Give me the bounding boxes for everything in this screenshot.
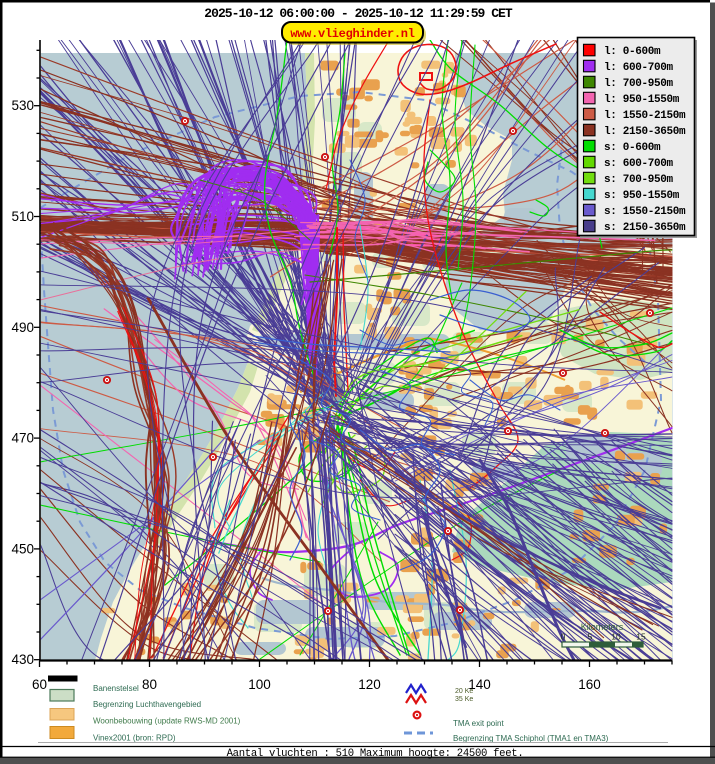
svg-text:160: 160 xyxy=(578,677,601,692)
svg-text:Aantal vluchten : 510 Maximum: Aantal vluchten : 510 Maximum hoogte: 24… xyxy=(227,748,524,760)
svg-text:450: 450 xyxy=(11,541,34,556)
svg-text:s: 950-1550m: s: 950-1550m xyxy=(604,190,680,202)
svg-text:Begrenzing TMA Schiphol (TMA1: Begrenzing TMA Schiphol (TMA1 en TMA3) xyxy=(453,734,609,743)
svg-text:15: 15 xyxy=(636,632,646,642)
svg-text:l: 0-600m: l: 0-600m xyxy=(604,46,661,58)
svg-text:430: 430 xyxy=(11,652,34,667)
svg-text:l: 600-700m: l: 600-700m xyxy=(604,62,674,74)
svg-text:140: 140 xyxy=(468,677,491,692)
svg-text:470: 470 xyxy=(11,431,34,446)
svg-text:Vinex2001 (bron: RPD): Vinex2001 (bron: RPD) xyxy=(93,734,176,743)
svg-text:Begrenzing Luchthavengebied: Begrenzing Luchthavengebied xyxy=(93,700,201,709)
svg-text:120: 120 xyxy=(358,677,381,692)
svg-text:l: 700-950m: l: 700-950m xyxy=(604,78,674,90)
svg-text:2025-10-12 06:00:00 - 2025-10-: 2025-10-12 06:00:00 - 2025-10-12 11:29:5… xyxy=(204,6,513,21)
svg-text:www.vlieghinder.nl: www.vlieghinder.nl xyxy=(290,27,414,41)
svg-text:100: 100 xyxy=(248,677,271,692)
svg-text:20 Ke: 20 Ke xyxy=(455,688,473,695)
svg-text:s: 700-950m: s: 700-950m xyxy=(604,174,674,186)
svg-text:60: 60 xyxy=(32,677,47,692)
svg-text:l: 1550-2150m: l: 1550-2150m xyxy=(604,110,686,122)
svg-text:510: 510 xyxy=(11,209,34,224)
svg-text:Banenstelsel: Banenstelsel xyxy=(93,684,139,693)
svg-text:l: 2150-3650m: l: 2150-3650m xyxy=(604,126,686,138)
svg-text:s: 1550-2150m: s: 1550-2150m xyxy=(604,206,686,218)
svg-text:l: 950-1550m: l: 950-1550m xyxy=(604,94,680,106)
svg-text:Woonbebouwing (update RWS-MD 2: Woonbebouwing (update RWS-MD 2001) xyxy=(93,717,241,726)
svg-text:Kilometers: Kilometers xyxy=(581,622,624,632)
svg-text:s: 0-600m: s: 0-600m xyxy=(604,142,661,154)
svg-text:s: 2150-3650m: s: 2150-3650m xyxy=(604,222,686,234)
svg-text:10: 10 xyxy=(611,632,621,642)
svg-text:530: 530 xyxy=(11,98,34,113)
svg-text:0: 0 xyxy=(561,632,566,642)
svg-text:TMA exit point: TMA exit point xyxy=(453,719,504,728)
svg-text:80: 80 xyxy=(142,677,157,692)
svg-text:s: 600-700m: s: 600-700m xyxy=(604,158,674,170)
svg-text:5: 5 xyxy=(588,632,593,642)
svg-text:35 Ke: 35 Ke xyxy=(455,696,473,703)
svg-text:490: 490 xyxy=(11,320,34,335)
